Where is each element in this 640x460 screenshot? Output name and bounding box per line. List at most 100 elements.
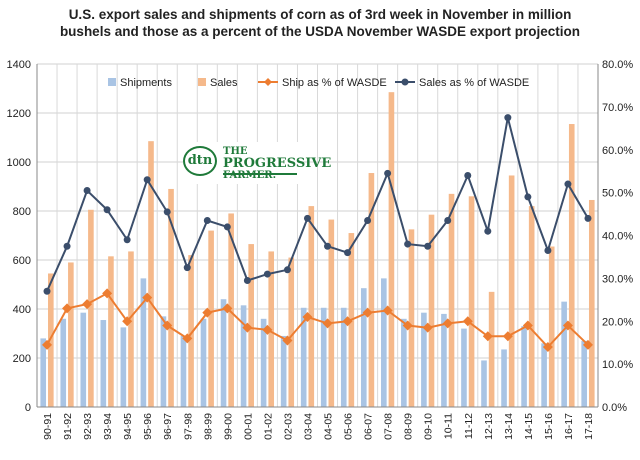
bar-shipments <box>441 313 447 407</box>
progressive-farmer-logo: dtn THE PROGRESSIVE FARMER. <box>183 142 331 184</box>
legend-item: Shipments <box>108 77 172 89</box>
point-ship-pct <box>442 318 453 329</box>
point-sales-pct <box>424 242 432 250</box>
bar-sales <box>468 196 475 407</box>
point-sales-pct <box>324 242 332 250</box>
y2-tick-label: 80.0% <box>602 59 633 71</box>
x-tick-label: 05-06 <box>343 413 355 440</box>
bar-sales <box>328 219 335 407</box>
x-tick-label: 93-94 <box>102 413 114 440</box>
x-tick-label: 09-10 <box>423 413 435 440</box>
y-tick-label: 800 <box>13 206 31 218</box>
x-tick-label: 90-91 <box>42 413 54 440</box>
y-tick-label: 0 <box>25 402 31 414</box>
bar-sales <box>128 251 134 407</box>
bar-shipments <box>320 307 327 407</box>
legend-label: Sales <box>210 77 238 89</box>
bar-shipments <box>200 318 207 407</box>
chart-title: U.S. export sales and shipments of corn … <box>0 6 640 40</box>
point-sales-pct <box>203 216 211 224</box>
bar-sales <box>168 188 174 407</box>
bar-sales <box>108 256 114 407</box>
chart-title-line-1: U.S. export sales and shipments of corn … <box>68 7 572 22</box>
x-tick-label: 14-15 <box>523 413 535 440</box>
x-tick-label: 13-14 <box>503 413 515 440</box>
dtn-logo-mark: dtn <box>183 146 217 176</box>
x-tick-label: 10-11 <box>443 413 455 439</box>
x-tick-label: 08-09 <box>403 413 415 440</box>
bar-shipments <box>381 278 387 407</box>
point-ship-pct <box>202 307 213 318</box>
point-ship-pct <box>222 303 233 314</box>
axes: 0 200 400 600 800 1000 1200 1400 0.0% 10.0% 20.0% 3… <box>7 59 634 440</box>
point-sales-pct <box>143 176 151 184</box>
point-ship-pct <box>122 316 133 327</box>
bars <box>40 92 595 408</box>
bar-sales <box>588 199 595 407</box>
y2-tick-label: 50.0% <box>602 188 633 200</box>
y2-tick-label: 10.0% <box>602 359 633 371</box>
bar-shipments <box>581 340 587 407</box>
point-ship-pct <box>382 305 393 316</box>
legend-swatch <box>198 78 206 86</box>
point-sales-pct <box>243 277 251 285</box>
bar-sales <box>508 175 515 407</box>
logo-line-1: THE <box>223 146 248 157</box>
x-tick-label: 04-05 <box>323 413 335 440</box>
point-ship-pct <box>302 311 313 322</box>
bar-shipments <box>220 299 227 407</box>
series-lines <box>42 114 593 352</box>
x-tick-label: 94-95 <box>122 413 134 440</box>
point-ship-pct <box>262 324 273 335</box>
y2-tick-label: 20.0% <box>602 316 633 328</box>
point-sales-pct <box>564 180 572 188</box>
legend-label: Shipments <box>120 77 172 89</box>
point-sales-pct <box>464 171 472 179</box>
point-sales-pct <box>283 266 291 274</box>
point-ship-pct <box>322 318 333 329</box>
bar-sales <box>68 262 74 407</box>
x-tick-label: 01-02 <box>262 413 274 440</box>
bar-sales <box>448 193 455 407</box>
bar-shipments <box>300 307 307 407</box>
bar-sales <box>568 124 575 408</box>
bar-sales <box>308 206 315 407</box>
bar-sales <box>48 273 54 407</box>
x-tick-label: 12-13 <box>483 413 495 440</box>
logo-wordmark: THE PROGRESSIVE FARMER. <box>223 146 331 182</box>
x-tick-label: 11-12 <box>463 413 475 439</box>
bar-shipments <box>180 335 187 407</box>
point-ship-pct <box>82 299 93 310</box>
bar-shipments <box>100 320 107 407</box>
bar-sales <box>428 214 435 407</box>
legend-item: Ship as % of WASDE <box>258 77 387 89</box>
point-sales-pct <box>223 223 231 231</box>
y-tick-label: 1200 <box>7 108 31 120</box>
y-tick-label: 400 <box>13 304 31 316</box>
y2-tick-label: 70.0% <box>602 102 633 114</box>
point-sales-pct <box>43 287 51 295</box>
line-sales-pct <box>46 117 589 292</box>
logo-underline <box>223 173 297 175</box>
legend-marker <box>264 78 272 86</box>
point-ship-pct <box>62 303 73 314</box>
x-tick-label: 02-03 <box>282 413 294 440</box>
bar-shipments <box>521 326 527 407</box>
point-sales-pct <box>544 247 552 255</box>
bar-shipments <box>80 312 87 407</box>
point-sales-pct <box>444 216 452 224</box>
y-tick-label: 1400 <box>7 59 31 71</box>
legend-item: Sales as % of WASDE <box>395 77 529 89</box>
bar-shipments <box>160 316 167 407</box>
x-tick-label: 92-93 <box>82 413 94 440</box>
point-ship-pct <box>282 335 293 346</box>
bar-shipments <box>340 307 347 407</box>
y-tick-label: 200 <box>13 353 31 365</box>
bar-shipments <box>40 338 47 407</box>
bar-sales <box>88 209 94 407</box>
point-ship-pct <box>242 322 253 333</box>
point-sales-pct <box>504 114 512 122</box>
legend-marker <box>401 78 409 86</box>
bar-shipments <box>260 318 267 407</box>
bar-shipments <box>280 335 287 407</box>
